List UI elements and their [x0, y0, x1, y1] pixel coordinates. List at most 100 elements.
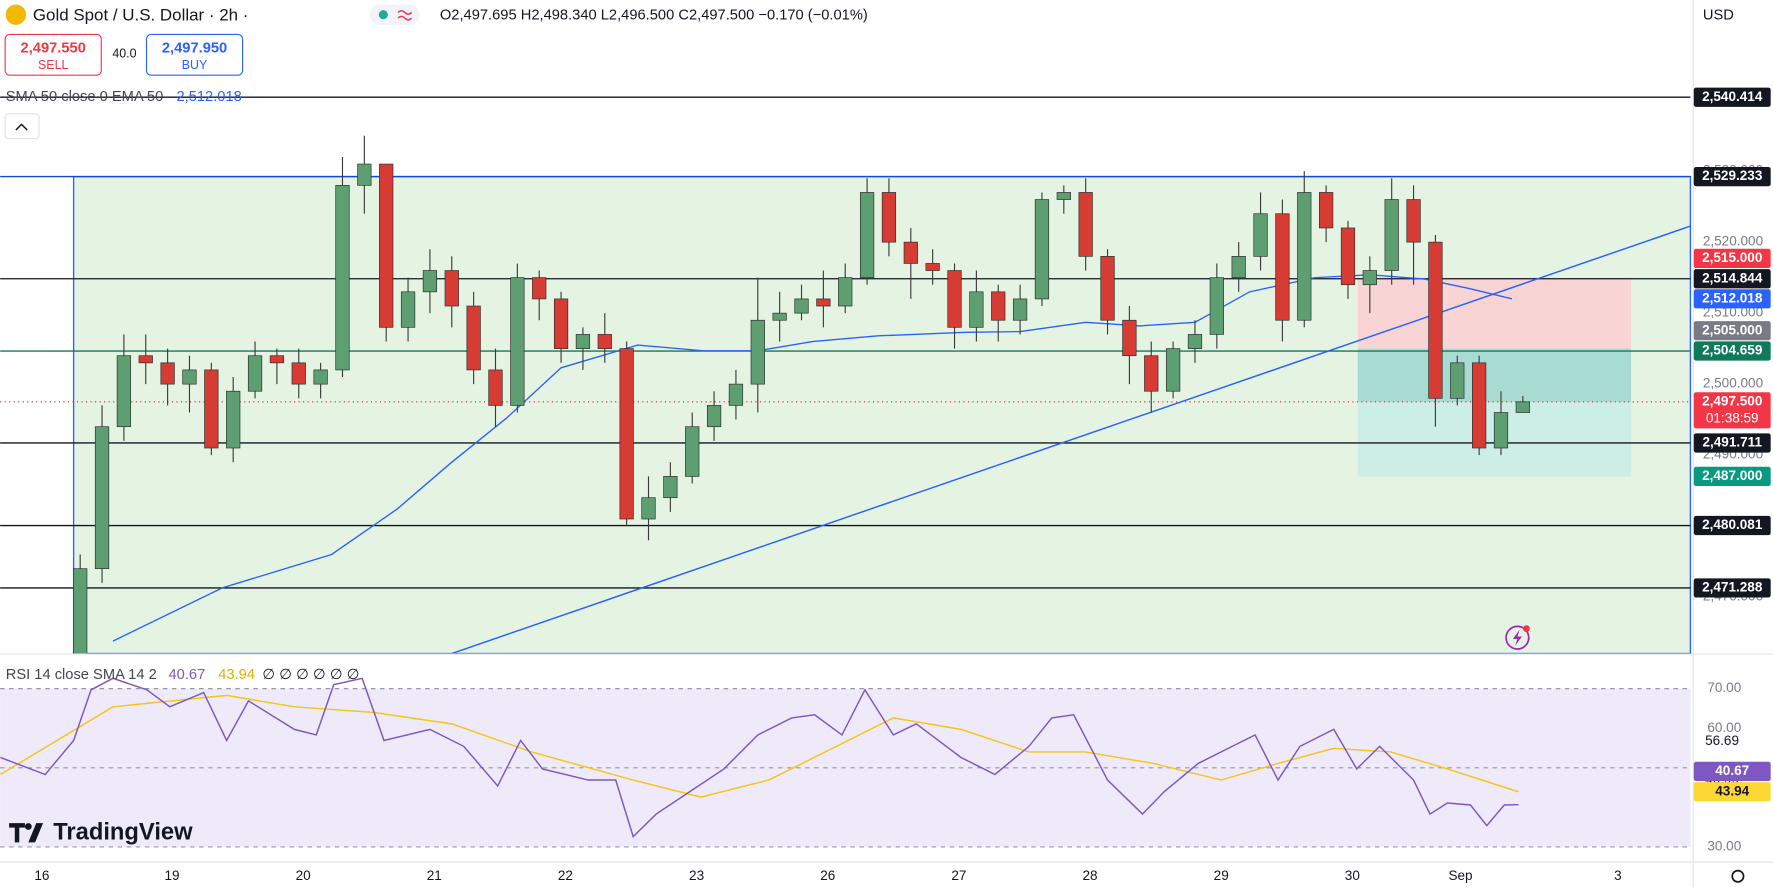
- candle-body: [859, 192, 875, 278]
- x-tick-label: 3: [1614, 868, 1622, 883]
- price-tag-label: 43.94: [1715, 783, 1749, 798]
- candle-body: [488, 369, 503, 406]
- candle-body: [182, 369, 197, 385]
- candle-body: [1165, 348, 1181, 392]
- candle-body: [379, 163, 394, 328]
- x-tick-label: 20: [296, 868, 311, 883]
- buy-button[interactable]: [145, 33, 244, 76]
- logo-text[interactable]: TradingView: [53, 820, 193, 846]
- candle-body: [553, 298, 569, 349]
- ohlc-readout: O2,497.695 H2,498.340 L2,496.500 C2,497.…: [440, 8, 868, 24]
- candle-body: [925, 263, 940, 271]
- price-tag-label: 2,480.081: [1702, 517, 1763, 532]
- candle-body: [1384, 199, 1399, 271]
- candle-body: [1450, 362, 1465, 399]
- candle-body: [750, 319, 765, 385]
- candle-body: [1340, 227, 1356, 286]
- settings-icon[interactable]: [1731, 869, 1745, 883]
- sell-button[interactable]: [4, 33, 102, 76]
- rsi-line: [0, 677, 1519, 838]
- candle-body: [816, 298, 831, 307]
- price-pane: [0, 96, 1692, 654]
- candle-body: [160, 362, 175, 385]
- candle-body: [269, 355, 285, 364]
- candle-body: [947, 270, 962, 328]
- price-tag-label: 2,512.018: [1702, 290, 1763, 305]
- price-tag-label: 2,471.288: [1702, 580, 1763, 595]
- candle-body: [772, 312, 787, 321]
- price-tag: [1693, 341, 1771, 361]
- price-tag: [1693, 321, 1771, 341]
- status-pill[interactable]: [369, 4, 420, 25]
- logo-dot: [24, 823, 32, 830]
- x-tick-label: 19: [164, 868, 179, 883]
- candle-body: [1100, 256, 1115, 321]
- indicator-legend[interactable]: SMA 50 close 0 EMA 50: [6, 89, 164, 105]
- candle-body: [313, 369, 328, 385]
- candle-body: [204, 369, 219, 449]
- price-tag-label: 2,540.414: [1702, 89, 1763, 104]
- candle-body: [1034, 199, 1050, 300]
- y-tick-label: 30.00: [1707, 838, 1741, 853]
- candle-body: [138, 355, 153, 364]
- candle-body: [969, 291, 984, 328]
- candle-body: [838, 277, 853, 307]
- price-tag: [1693, 433, 1771, 453]
- candle-body: [1144, 355, 1159, 392]
- spread: 40.0: [112, 47, 136, 61]
- logo-mark: [9, 823, 44, 843]
- price-tag: [1693, 782, 1771, 802]
- buy-price: 2,497.950: [162, 40, 227, 56]
- candle-body: [728, 383, 744, 406]
- candle-body: [1012, 298, 1028, 321]
- candle-body: [619, 348, 634, 520]
- currency[interactable]: USD: [1703, 8, 1734, 24]
- symbol-icon: [5, 4, 27, 25]
- indicator-value: 2,512.018: [176, 89, 241, 105]
- price-tag-label: 40.67: [1715, 763, 1749, 778]
- sell-label: SELL: [38, 58, 68, 72]
- candle-body: [1428, 241, 1443, 399]
- header: Gold Spot / U.S. Dollar · 2h · O2,497.69…: [4, 4, 1745, 883]
- candle-body: [226, 390, 241, 449]
- rsi-value: 40.67: [169, 667, 206, 683]
- rsi-legend[interactable]: RSI 14 close SMA 14 2: [6, 667, 157, 683]
- x-tick-label: 26: [820, 868, 835, 883]
- price-tag: [1693, 761, 1771, 782]
- collapse-button[interactable]: [4, 113, 40, 140]
- x-tick-label: 30: [1345, 868, 1360, 883]
- candle-body: [685, 426, 700, 477]
- symbol-title[interactable]: Gold Spot / U.S. Dollar · 2h ·: [33, 5, 249, 24]
- data-icon: [397, 10, 413, 21]
- open-profit-zone: [1357, 348, 1632, 402]
- alert-dot: [1523, 625, 1530, 633]
- buy-label: BUY: [182, 58, 208, 72]
- candle-body: [1253, 213, 1268, 257]
- x-tick-label: 29: [1214, 868, 1229, 883]
- candle-body: [1275, 213, 1290, 321]
- market-open-dot: [378, 10, 388, 20]
- stop-zone: [1357, 277, 1632, 349]
- price-tag: [1693, 269, 1771, 289]
- candle-body: [510, 277, 525, 406]
- candle-body: [1319, 192, 1334, 229]
- candle-body: [991, 291, 1006, 321]
- price-tag: [1693, 392, 1771, 429]
- candle-body: [641, 497, 656, 520]
- alert-icon[interactable]: [1505, 625, 1530, 650]
- trend-line: [451, 225, 1691, 654]
- countdown: 01:38:59: [1706, 410, 1759, 425]
- candle-body: [1209, 277, 1224, 335]
- y-tick-label: 60.00: [1707, 720, 1741, 735]
- rsi-line: [0, 694, 1519, 798]
- x-tick-label: Sep: [1448, 868, 1472, 883]
- candle-body: [1493, 412, 1509, 449]
- candle-body: [247, 355, 263, 392]
- axis-value: 56.69: [1705, 733, 1739, 748]
- candle-body: [575, 334, 591, 349]
- candle-body: [881, 192, 897, 243]
- x-tick-label: 27: [951, 868, 966, 883]
